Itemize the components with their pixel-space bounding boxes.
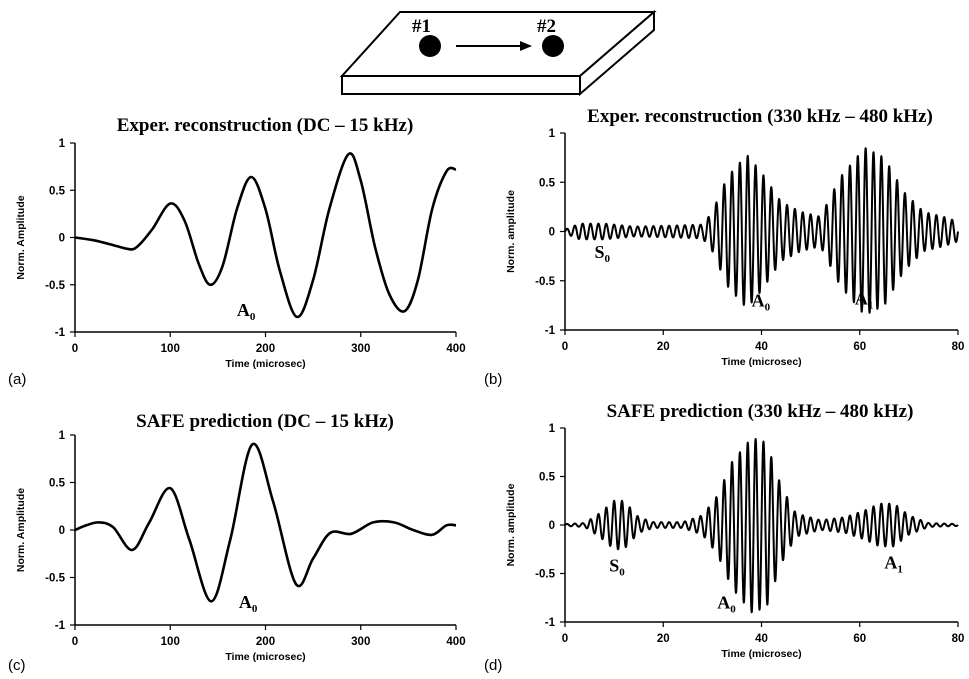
series-line <box>564 437 959 614</box>
y-tick-label: 1 <box>549 128 556 140</box>
y-axis-label: Norm. Amplitude <box>15 488 27 572</box>
chart-title: SAFE prediction (330 kHz – 480 kHz) <box>607 401 914 422</box>
y-tick-label: 0.5 <box>539 472 556 484</box>
y-tick-label: 1 <box>59 138 66 150</box>
x-axis-label: Time (microsec) <box>721 356 801 368</box>
x-tick-label: 100 <box>161 636 180 648</box>
mode-annotation: A0 <box>717 592 736 615</box>
x-axis-label: Time (microsec) <box>225 651 305 663</box>
panel-label: (c) <box>8 657 26 674</box>
x-tick-label: 80 <box>952 341 965 353</box>
mode-annotation: A0 <box>237 300 256 323</box>
y-tick-label: 0 <box>59 233 65 245</box>
plate-front-face <box>341 75 581 95</box>
x-axis-label: Time (microsec) <box>721 648 801 660</box>
x-tick-label: 40 <box>755 633 768 645</box>
chart-title: Exper. reconstruction (DC – 15 kHz) <box>117 115 414 136</box>
x-tick-label: 40 <box>755 341 768 353</box>
y-tick-label: -0.5 <box>535 276 555 288</box>
x-tick-label: 0 <box>562 633 568 645</box>
sensor-2-label: #2 <box>537 16 556 37</box>
x-tick-label: 300 <box>351 636 370 648</box>
plate-schematic: #1 #2 <box>339 9 657 97</box>
y-tick-label: -0.5 <box>45 573 65 585</box>
panel-label: (d) <box>484 657 502 674</box>
mode-annotation: S0 <box>594 242 610 265</box>
x-tick-label: 100 <box>161 343 180 355</box>
y-tick-label: 0.5 <box>539 177 556 189</box>
y-tick-label: 0 <box>549 227 555 239</box>
y-tick-label: -1 <box>55 327 66 339</box>
x-axis-label: Time (microsec) <box>225 358 305 370</box>
y-tick-label: -0.5 <box>45 280 65 292</box>
sensor-1-label: #1 <box>412 16 431 37</box>
plate-side-face <box>579 9 655 97</box>
y-tick-label: -1 <box>545 325 556 337</box>
series-line <box>74 152 457 319</box>
x-tick-label: 0 <box>72 343 78 355</box>
series-line <box>74 442 457 603</box>
x-tick-label: 60 <box>853 341 866 353</box>
mode-annotation: S0 <box>609 556 625 579</box>
y-tick-label: -1 <box>545 617 556 629</box>
x-tick-label: 200 <box>256 636 275 648</box>
x-tick-label: 80 <box>952 633 965 645</box>
chart-title: Exper. reconstruction (330 kHz – 480 kHz… <box>587 106 933 127</box>
y-tick-label: -0.5 <box>535 569 555 581</box>
y-axis-label: Norm. amplitude <box>505 190 517 273</box>
panel-d: 1 0.5 0 -0.5 -1 0 20 40 60 80 SAFE prediction (330… <box>484 401 964 674</box>
y-tick-label: 1 <box>59 430 66 442</box>
chart-title: SAFE prediction (DC – 15 kHz) <box>136 411 394 432</box>
y-tick-label: -1 <box>55 620 66 632</box>
panel-b: 1 0.5 0 -0.5 -1 0 20 40 60 80 Exper. reconstructio… <box>484 106 964 388</box>
x-tick-label: 300 <box>351 343 370 355</box>
x-tick-label: 20 <box>657 341 670 353</box>
y-tick-label: 1 <box>549 423 556 435</box>
y-tick-label: 0.5 <box>49 185 66 197</box>
y-tick-label: 0 <box>549 520 555 532</box>
x-tick-label: 400 <box>446 636 465 648</box>
y-axis-label: Norm. amplitude <box>505 483 517 566</box>
panel-c: 1 0.5 0 -0.5 -1 0 100 200 300 400 SAFE prediction … <box>8 411 466 674</box>
x-tick-label: 60 <box>853 633 866 645</box>
panel-label: (b) <box>484 371 502 388</box>
x-tick-label: 0 <box>72 636 78 648</box>
sensor-1-dot <box>419 35 441 57</box>
y-axis-label: Norm. Amplitude <box>15 195 27 279</box>
x-tick-label: 0 <box>562 341 568 353</box>
panel-label: (a) <box>8 371 26 388</box>
panel-a: 1 0.5 0 -0.5 -1 0 100 200 300 400 Exper. reconstru… <box>8 115 466 388</box>
sensor-2-dot <box>542 35 564 57</box>
mode-annotation: A1 <box>884 553 903 576</box>
x-tick-label: 200 <box>256 343 275 355</box>
y-tick-label: 0.5 <box>49 478 66 490</box>
mode-annotation: A0 <box>239 592 258 615</box>
propagation-arrow-head <box>520 41 532 51</box>
series-line <box>564 147 959 314</box>
y-tick-label: 0 <box>59 525 65 537</box>
x-tick-label: 20 <box>657 633 670 645</box>
mode-annotation: A0 <box>752 290 771 313</box>
x-tick-label: 400 <box>446 343 465 355</box>
